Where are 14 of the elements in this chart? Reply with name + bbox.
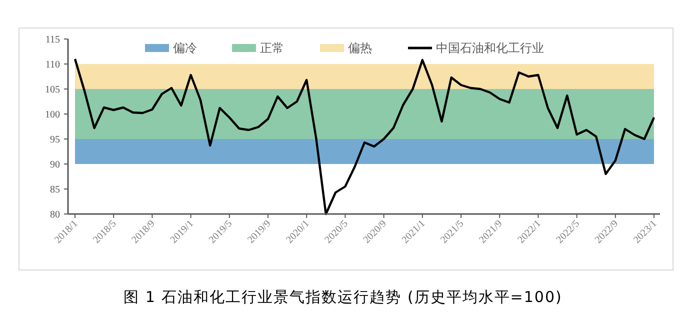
legend-label: 偏热 <box>348 41 372 56</box>
y-tick-label: 85 <box>50 184 60 196</box>
y-tick-label: 110 <box>45 60 60 70</box>
y-tick-label: 80 <box>50 210 60 220</box>
y-tick-label: 115 <box>45 34 60 46</box>
y-tick-label: 90 <box>50 160 60 170</box>
text: 图 1 石油和化工行业景气指数运行趋势 (历史平均水平=100) <box>124 288 562 306</box>
legend-label: 正常 <box>260 41 284 56</box>
legend-label: 中国石油和化工行业 <box>436 41 544 56</box>
line-series <box>74 58 656 216</box>
legend-label: 偏冷 <box>173 41 197 56</box>
y-tick-label: 105 <box>45 84 60 96</box>
y-tick-label: 95 <box>50 134 60 146</box>
y-tick-label: 100 <box>45 110 60 120</box>
